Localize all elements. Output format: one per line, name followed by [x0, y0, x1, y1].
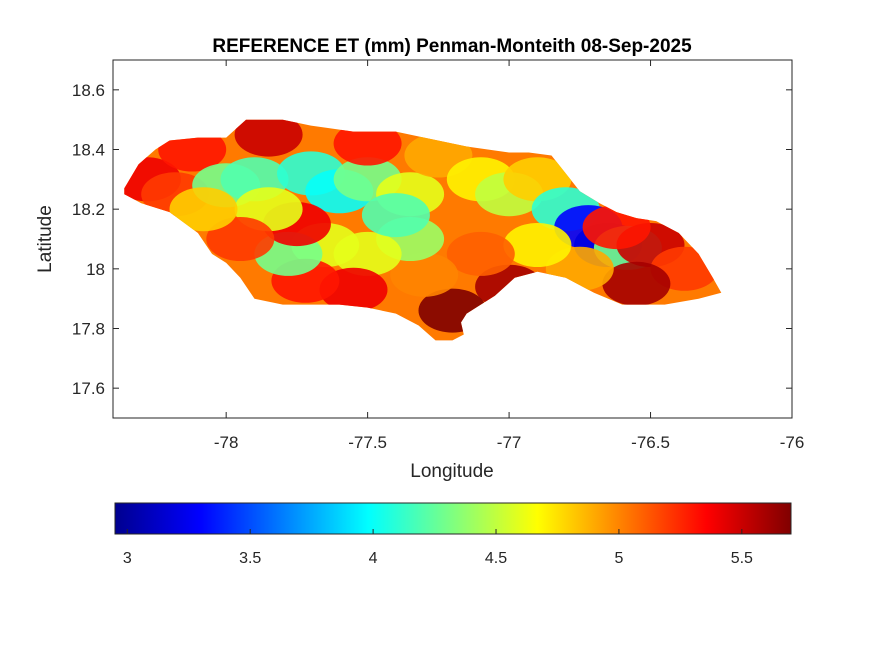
- x-tick-label: -78: [214, 433, 239, 452]
- colorbar-tick-label: 3: [123, 550, 132, 567]
- heatmap-cell: [234, 119, 303, 157]
- y-axis-ticks: 17.6 17.8 18 18.2 18.4 18.6: [72, 81, 792, 398]
- colorbar-tick-label: 4: [369, 550, 378, 567]
- chart-title: REFERENCE ET (mm) Penman-Monteith 08-Sep…: [212, 36, 692, 57]
- heatmap-cell: [602, 261, 671, 306]
- colorbar-tick-label: 5.5: [731, 550, 753, 567]
- y-tick-label: 18: [86, 260, 105, 279]
- y-tick-label: 18.2: [72, 200, 105, 219]
- colorbar: [114, 502, 792, 535]
- heatmap-cell: [361, 193, 430, 238]
- y-tick-label: 18.6: [72, 81, 105, 100]
- x-tick-label: -76.5: [631, 433, 670, 452]
- heatmap-cell: [206, 217, 275, 261]
- heatmap-cell: [446, 231, 515, 276]
- y-tick-label: 18.4: [72, 141, 105, 160]
- y-tick-label: 17.6: [72, 379, 105, 398]
- heatmap-cell: [390, 252, 459, 297]
- colorbar-tick-label: 4.5: [485, 550, 507, 567]
- x-tick-label: -77.5: [348, 433, 387, 452]
- x-axis-label: Longitude: [410, 461, 493, 482]
- colorbar-ticks: 3 3.5 4 4.5 5 5.5: [123, 529, 753, 567]
- x-tick-label: -77: [497, 433, 522, 452]
- colorbar-tick-label: 3.5: [239, 550, 261, 567]
- y-tick-label: 17.8: [72, 320, 105, 339]
- heatmap-cell: [333, 121, 402, 166]
- y-axis-label: Latitude: [35, 205, 56, 273]
- heatmap-cell: [503, 223, 572, 267]
- heatmap-cell: [169, 187, 238, 232]
- x-axis-ticks: -78 -77.5 -77 -76.5 -76: [214, 60, 804, 452]
- colorbar-tick-label: 5: [614, 550, 623, 567]
- x-tick-label: -76: [780, 433, 805, 452]
